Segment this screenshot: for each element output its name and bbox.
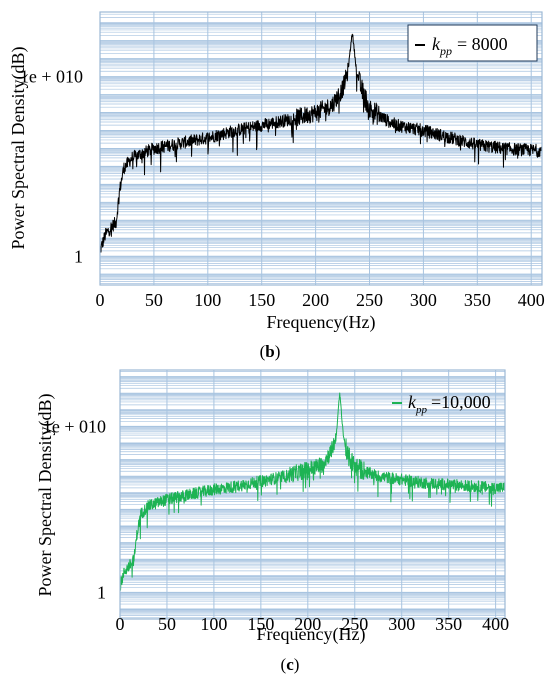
y-tick-labels-c: 1 1e + 010 bbox=[43, 416, 106, 602]
x-tick-label: 0 bbox=[116, 614, 125, 634]
x-tick-label: 250 bbox=[356, 290, 383, 310]
y-tick-label: 1e + 010 bbox=[20, 67, 83, 87]
y-axis-label-c: Power Spectral Density(dB) bbox=[35, 394, 56, 597]
y-tick-label: 1e + 010 bbox=[43, 416, 106, 436]
legend-symbol-c: k bbox=[408, 392, 417, 412]
x-tick-labels-c: 0 50 100 150 200 250 300 350 400 bbox=[116, 614, 510, 634]
x-tick-label: 250 bbox=[341, 614, 368, 634]
y-axis-label-b: Power Spectral Density(dB) bbox=[8, 47, 29, 250]
chart-panel-b: 0 50 100 150 200 250 300 350 400 1 1e + 010 Frequ… bbox=[8, 11, 545, 361]
x-tick-label: 200 bbox=[302, 290, 329, 310]
plot-frame-c bbox=[119, 369, 506, 620]
chart-panel-c: 0 50 100 150 200 250 300 350 400 1 1e + 010 Frequ… bbox=[35, 369, 510, 674]
x-tick-label: 100 bbox=[200, 614, 227, 634]
x-tick-label: 300 bbox=[410, 290, 437, 310]
legend-text-b: kpp = 8000 bbox=[432, 34, 508, 58]
x-tick-labels-b: 0 50 100 150 200 250 300 350 400 bbox=[96, 290, 545, 310]
series-line bbox=[99, 33, 543, 253]
x-tick-label: 100 bbox=[194, 290, 221, 310]
caption-c: (c) bbox=[281, 655, 300, 674]
x-tick-label: 400 bbox=[518, 290, 545, 310]
x-tick-label: 350 bbox=[435, 614, 462, 634]
x-tick-label: 150 bbox=[248, 290, 275, 310]
plot-frame-b bbox=[99, 11, 543, 286]
legend-subscript-c: pp bbox=[415, 404, 428, 416]
x-tick-label: 50 bbox=[145, 290, 163, 310]
x-tick-label: 350 bbox=[464, 290, 491, 310]
x-tick-label: 400 bbox=[482, 614, 509, 634]
legend-text-c: kpp =10,000 bbox=[408, 392, 491, 416]
legend-symbol-b: k bbox=[432, 34, 441, 54]
y-tick-label: 1 bbox=[74, 246, 83, 266]
legend-value-b: = 8000 bbox=[457, 34, 508, 54]
x-tick-label: 150 bbox=[247, 614, 274, 634]
grid-c bbox=[119, 370, 505, 619]
x-axis-label-c: Frequency(Hz) bbox=[257, 624, 366, 645]
legend-c: kpp =10,000 bbox=[392, 392, 491, 416]
series-line bbox=[119, 392, 506, 592]
series-b bbox=[99, 33, 543, 253]
series-c bbox=[119, 392, 506, 592]
x-tick-label: 0 bbox=[96, 290, 105, 310]
x-tick-label: 50 bbox=[158, 614, 176, 634]
legend-subscript-b: pp bbox=[439, 44, 452, 58]
legend-b: kpp = 8000 bbox=[407, 24, 538, 62]
caption-b: (b) bbox=[260, 342, 281, 361]
x-tick-label: 300 bbox=[388, 614, 415, 634]
x-axis-label-b: Frequency(Hz) bbox=[267, 312, 376, 333]
legend-box-b bbox=[407, 24, 538, 62]
y-tick-labels-b: 1 1e + 010 bbox=[20, 67, 83, 267]
y-tick-label: 1 bbox=[97, 582, 106, 602]
legend-value-c: =10,000 bbox=[431, 392, 491, 412]
x-tick-label: 200 bbox=[294, 614, 321, 634]
